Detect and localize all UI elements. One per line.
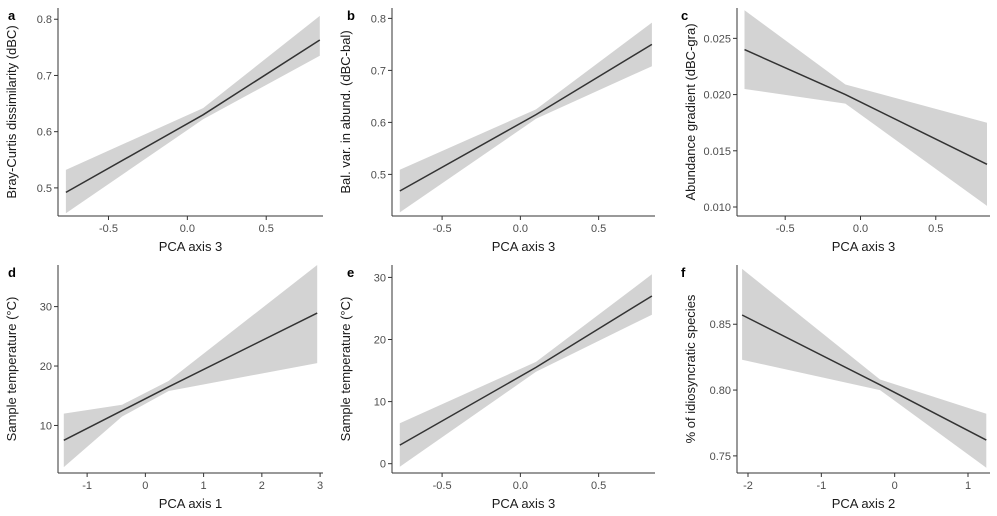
x-axis-title: PCA axis 2 xyxy=(832,496,896,511)
x-tick-label: 0.0 xyxy=(513,223,528,235)
x-tick-label: 0.0 xyxy=(180,223,195,235)
y-axis-title: Bal. var. in abund. (dBC-bal) xyxy=(338,30,353,193)
y-tick-label: 0.6 xyxy=(371,117,386,129)
x-tick-label: 0.5 xyxy=(591,480,606,492)
x-axis-title: PCA axis 1 xyxy=(159,496,223,511)
y-tick-label: 30 xyxy=(40,302,52,314)
y-tick-label: 0.7 xyxy=(371,65,386,77)
x-tick-label: 3 xyxy=(317,480,323,492)
x-tick-label: 0 xyxy=(142,480,148,492)
confidence-band xyxy=(399,22,652,213)
y-tick-label: 0 xyxy=(380,459,386,471)
y-tick-label: 0.8 xyxy=(371,13,386,25)
x-axis-title: PCA axis 3 xyxy=(159,239,223,254)
x-tick-label: -1 xyxy=(816,480,826,492)
confidence-band xyxy=(399,274,652,467)
x-axis-title: PCA axis 3 xyxy=(832,239,896,254)
fit-line xyxy=(741,314,987,441)
fit-line xyxy=(399,43,653,192)
y-tick-label: 0.6 xyxy=(37,127,52,139)
fit-line xyxy=(63,312,318,441)
y-tick-label: 0.025 xyxy=(703,33,731,45)
panel-label: b xyxy=(347,8,355,23)
confidence-band xyxy=(742,268,987,468)
x-tick-label: -1 xyxy=(82,480,92,492)
y-tick-label: 20 xyxy=(374,335,386,347)
panel-f: -2 -1 0 1 0.75 0.80 0.85 PCA axis 2 % of idiosyn… xyxy=(681,265,990,511)
x-tick-label: -0.5 xyxy=(99,223,118,235)
y-tick-label: 0.5 xyxy=(371,169,386,181)
x-tick-label: -0.5 xyxy=(433,223,452,235)
x-tick-label: 0 xyxy=(892,480,898,492)
panel-c: -0.5 0.0 0.5 0.010 0.015 0.020 0.025 PCA axis 3… xyxy=(681,8,990,254)
fit-line xyxy=(744,48,988,165)
fit-line xyxy=(65,39,321,194)
y-axis-title: Sample temperature (°C) xyxy=(338,297,353,442)
panel-label: a xyxy=(8,8,16,23)
y-axis-title: Abundance gradient (dBC-gra) xyxy=(683,23,698,200)
x-tick-label: 0.5 xyxy=(928,223,943,235)
x-tick-label: -0.5 xyxy=(433,480,452,492)
panel-label: f xyxy=(681,265,686,280)
panel-d: -1 0 1 2 3 10 20 30 PCA axis 1 Sample temperature… xyxy=(4,265,323,511)
y-tick-label: 0.5 xyxy=(37,183,52,195)
x-axis-title: PCA axis 3 xyxy=(492,239,556,254)
y-tick-label: 0.010 xyxy=(703,202,731,214)
panel-label: d xyxy=(8,265,16,280)
x-tick-label: 0.5 xyxy=(591,223,606,235)
y-tick-label: 0.020 xyxy=(703,90,731,102)
y-axis-title: Sample temperature (°C) xyxy=(4,297,19,442)
y-axis-title: Bray-Curtis dissimilarity (dBC) xyxy=(4,25,19,198)
y-tick-label: 0.015 xyxy=(703,146,731,158)
confidence-band xyxy=(63,265,318,468)
panel-b: -0.5 0.0 0.5 0.5 0.6 0.7 0.8 PCA axis 3 Bal. var… xyxy=(338,8,655,254)
y-tick-label: 0.80 xyxy=(710,385,731,397)
confidence-band xyxy=(65,15,320,214)
y-tick-label: 30 xyxy=(374,272,386,284)
x-tick-label: 0.0 xyxy=(853,223,868,235)
panel-label: c xyxy=(681,8,688,23)
y-axis-title: % of idiosyncratic species xyxy=(683,294,698,443)
x-tick-label: 0.0 xyxy=(513,480,528,492)
y-tick-label: 10 xyxy=(374,397,386,409)
x-tick-label: -0.5 xyxy=(776,223,795,235)
y-tick-label: 20 xyxy=(40,361,52,373)
panel-label: e xyxy=(347,265,354,280)
x-tick-label: 2 xyxy=(259,480,265,492)
y-tick-label: 0.75 xyxy=(710,451,731,463)
y-tick-label: 0.7 xyxy=(37,70,52,82)
y-tick-label: 0.85 xyxy=(710,319,731,331)
y-tick-label: 10 xyxy=(40,420,52,432)
panel-a: -0.5 0.0 0.5 0.5 0.6 0.7 0.8 PCA axis 3 Bray-Cur… xyxy=(4,8,323,254)
confidence-band xyxy=(744,10,987,206)
x-axis-title: PCA axis 3 xyxy=(492,496,556,511)
fit-line xyxy=(399,295,653,446)
x-tick-label: 1 xyxy=(201,480,207,492)
x-tick-label: 0.5 xyxy=(259,223,274,235)
x-tick-label: 1 xyxy=(965,480,971,492)
y-tick-label: 0.8 xyxy=(37,14,52,26)
panel-e: -0.5 0.0 0.5 0 10 20 30 PCA axis 3 Sample temper… xyxy=(338,265,655,511)
x-tick-label: -2 xyxy=(743,480,753,492)
